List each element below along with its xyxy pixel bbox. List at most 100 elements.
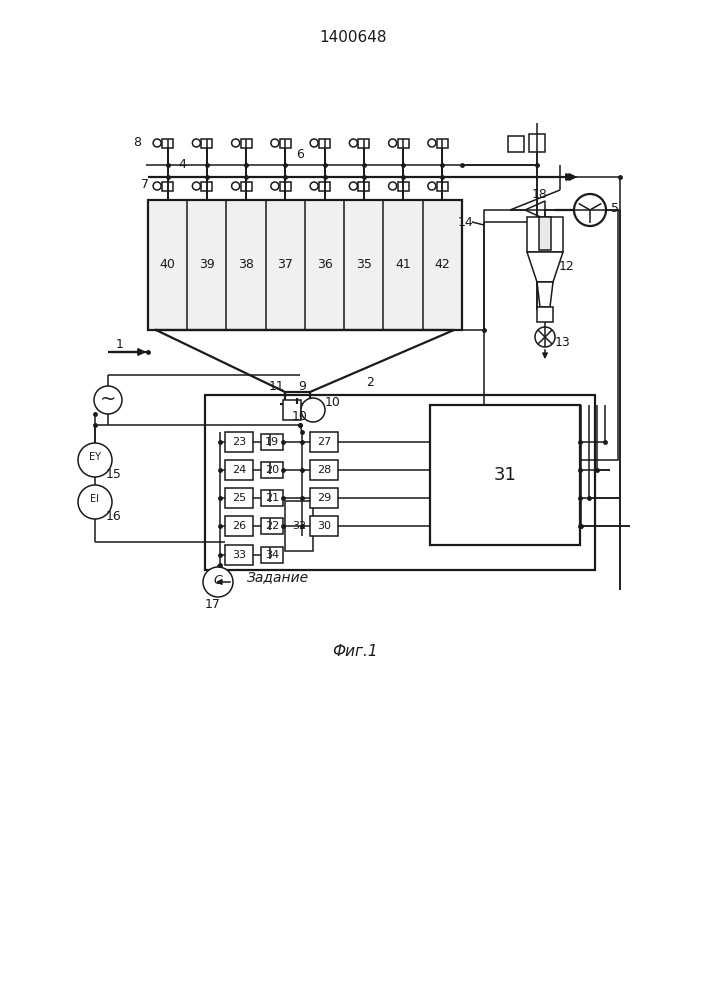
Text: ~: ~ — [100, 389, 116, 408]
Bar — [319, 138, 330, 147]
Circle shape — [192, 182, 200, 190]
Text: 10: 10 — [325, 395, 341, 408]
Bar — [358, 138, 369, 147]
Bar — [484, 210, 618, 460]
Text: 34: 34 — [265, 550, 279, 560]
Text: 19: 19 — [265, 437, 279, 447]
Text: 20: 20 — [265, 465, 279, 475]
Bar — [437, 182, 448, 190]
Text: 8: 8 — [133, 136, 141, 149]
Circle shape — [310, 182, 318, 190]
Text: 42: 42 — [435, 258, 450, 271]
Bar — [397, 182, 409, 190]
Bar — [205, 395, 595, 570]
Bar — [240, 138, 252, 147]
Bar — [280, 182, 291, 190]
Circle shape — [428, 182, 436, 190]
Text: 15: 15 — [106, 468, 122, 482]
Bar — [310, 516, 338, 536]
Bar — [539, 217, 551, 250]
Circle shape — [232, 139, 240, 147]
Bar — [537, 307, 553, 322]
Circle shape — [153, 139, 161, 147]
Circle shape — [389, 182, 397, 190]
Text: 11: 11 — [269, 379, 285, 392]
Text: 39: 39 — [199, 258, 215, 271]
Text: Фиг.1: Фиг.1 — [332, 645, 378, 660]
Text: 6: 6 — [296, 148, 304, 161]
Text: 27: 27 — [317, 437, 331, 447]
Text: 37: 37 — [277, 258, 293, 271]
Circle shape — [232, 182, 240, 190]
Bar — [148, 200, 462, 330]
Bar — [430, 405, 580, 545]
Bar — [508, 136, 524, 152]
Bar — [529, 134, 545, 152]
Bar — [310, 488, 338, 508]
Bar — [310, 460, 338, 480]
Bar — [225, 460, 253, 480]
Bar — [261, 462, 283, 478]
Text: 13: 13 — [555, 336, 571, 349]
Text: 22: 22 — [265, 521, 279, 531]
Text: 23: 23 — [232, 437, 246, 447]
Bar — [437, 138, 448, 147]
Circle shape — [203, 567, 233, 597]
Text: 26: 26 — [232, 521, 246, 531]
Text: 29: 29 — [317, 493, 331, 503]
Text: 7: 7 — [141, 178, 149, 190]
Bar — [261, 490, 283, 506]
Polygon shape — [527, 252, 563, 282]
Text: 21: 21 — [265, 493, 279, 503]
Circle shape — [349, 182, 357, 190]
Text: 32: 32 — [292, 521, 306, 531]
Text: 12: 12 — [559, 260, 575, 273]
Circle shape — [349, 139, 357, 147]
Bar — [319, 182, 330, 190]
Text: 31: 31 — [493, 466, 516, 484]
Circle shape — [78, 443, 112, 477]
Text: 16: 16 — [106, 510, 122, 524]
Text: 24: 24 — [232, 465, 246, 475]
Text: 5: 5 — [611, 202, 619, 215]
Text: 35: 35 — [356, 258, 372, 271]
Bar — [285, 501, 313, 551]
Bar — [527, 217, 563, 252]
Text: C: C — [214, 574, 223, 586]
Circle shape — [271, 182, 279, 190]
Bar — [261, 434, 283, 450]
Circle shape — [310, 139, 318, 147]
Text: 33: 33 — [232, 550, 246, 560]
Bar — [240, 182, 252, 190]
Text: 41: 41 — [395, 258, 411, 271]
Circle shape — [153, 182, 161, 190]
Circle shape — [301, 398, 325, 422]
Text: Задание: Задание — [247, 570, 309, 584]
Bar — [310, 432, 338, 452]
Text: 4: 4 — [178, 158, 186, 172]
Text: EI: EI — [90, 494, 100, 504]
Text: EY: EY — [89, 452, 101, 462]
Text: 30: 30 — [317, 521, 331, 531]
Text: 38: 38 — [238, 258, 254, 271]
Bar — [397, 138, 409, 147]
Circle shape — [271, 139, 279, 147]
Bar — [261, 547, 283, 563]
Circle shape — [574, 194, 606, 226]
Text: 14: 14 — [458, 216, 474, 229]
Bar — [280, 138, 291, 147]
Text: 28: 28 — [317, 465, 331, 475]
Text: 2: 2 — [366, 375, 374, 388]
Circle shape — [192, 139, 200, 147]
Circle shape — [389, 139, 397, 147]
Text: 25: 25 — [232, 493, 246, 503]
Bar — [225, 545, 253, 565]
Bar — [283, 400, 301, 420]
Text: 18: 18 — [532, 188, 548, 200]
Text: 10: 10 — [292, 410, 308, 424]
Text: 40: 40 — [160, 258, 175, 271]
Text: 17: 17 — [205, 597, 221, 610]
Text: 9: 9 — [298, 379, 306, 392]
Text: 1400648: 1400648 — [320, 29, 387, 44]
Bar — [358, 182, 369, 190]
